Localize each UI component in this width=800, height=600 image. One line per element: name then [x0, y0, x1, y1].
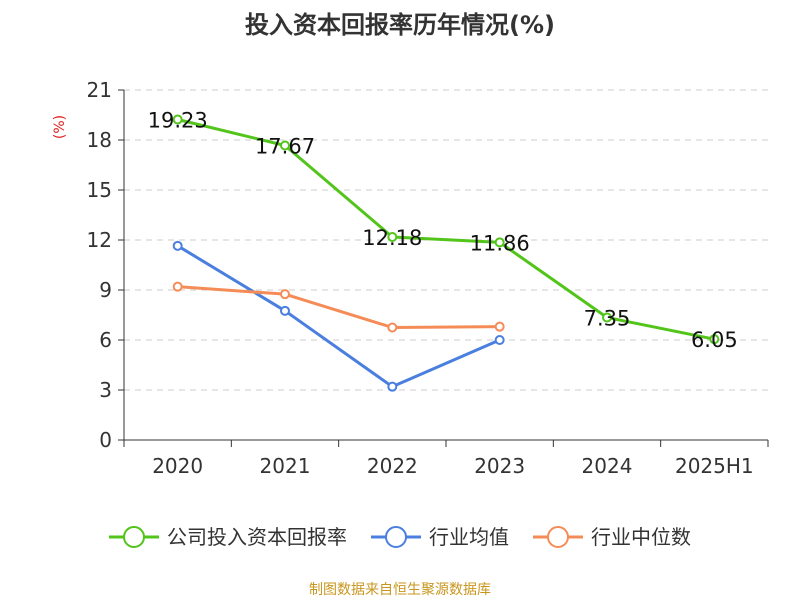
data-label: 11.86	[470, 231, 530, 255]
y-tick-label: 6	[99, 328, 112, 352]
data-point	[387, 232, 398, 242]
x-tick-label: 2023	[474, 454, 525, 478]
legend-label: 行业中位数	[591, 525, 691, 549]
data-point	[172, 240, 183, 251]
y-tick-label: 0	[99, 428, 112, 452]
data-point	[494, 237, 505, 248]
legend-item[interactable]: 行业均值	[371, 525, 509, 549]
data-labels: 19.23 17.67 12.18 11.86 7.35 6.05	[148, 109, 738, 353]
legend-label: 公司投入资本回报率	[167, 525, 347, 549]
legend-marker-icon	[385, 526, 407, 548]
y-tick-label: 15	[87, 178, 112, 202]
y-tick-label: 18	[87, 128, 112, 152]
legend-label: 行业均值	[429, 525, 509, 549]
y-axis-label: (%)	[52, 115, 68, 139]
chart-title: 投入资本回报率历年情况(%)	[245, 11, 555, 39]
data-point	[280, 140, 290, 151]
x-tick-label: 2022	[367, 454, 418, 478]
legend-item[interactable]: 公司投入资本回报率	[109, 525, 347, 549]
series-line-2	[177, 285, 500, 329]
y-tick-label: 12	[87, 228, 112, 252]
series-line-0	[177, 118, 715, 341]
data-point	[280, 289, 290, 300]
legend-item[interactable]: 行业中位数	[533, 525, 691, 549]
data-point	[494, 335, 505, 345]
source-footer: 制图数据来自恒生聚源数据库	[309, 582, 491, 598]
data-point	[387, 322, 398, 333]
data-label: 12.18	[362, 226, 422, 250]
data-point	[602, 312, 612, 323]
data-label: 17.67	[255, 135, 315, 159]
x-tick-label: 2020	[152, 454, 203, 478]
data-point	[494, 321, 505, 332]
data-label: 6.05	[691, 328, 738, 352]
y-tick-label: 3	[99, 378, 112, 402]
data-point	[172, 114, 183, 125]
legend-marker-icon	[547, 526, 569, 548]
data-label: 7.35	[584, 307, 631, 331]
y-tick-label: 9	[99, 278, 112, 302]
x-tick-label: 2025H1	[675, 454, 754, 478]
data-point	[280, 305, 290, 316]
y-tick-label: 21	[87, 78, 112, 102]
data-point	[709, 334, 720, 345]
legend-marker-icon	[123, 526, 145, 548]
data-point	[172, 281, 183, 292]
legend: 公司投入资本回报率 行业均值 行业中位数	[109, 525, 691, 549]
series-line-1	[176, 244, 501, 389]
x-tick-label: 2021	[260, 454, 311, 478]
data-label: 19.23	[148, 109, 208, 133]
axes: 0 3 6 9 12 15 18 21 2020 2021 2022 2023 2024 2025H1	[87, 78, 769, 478]
series	[172, 114, 720, 392]
x-tick-label: 2024	[582, 454, 633, 478]
data-point	[387, 381, 398, 392]
